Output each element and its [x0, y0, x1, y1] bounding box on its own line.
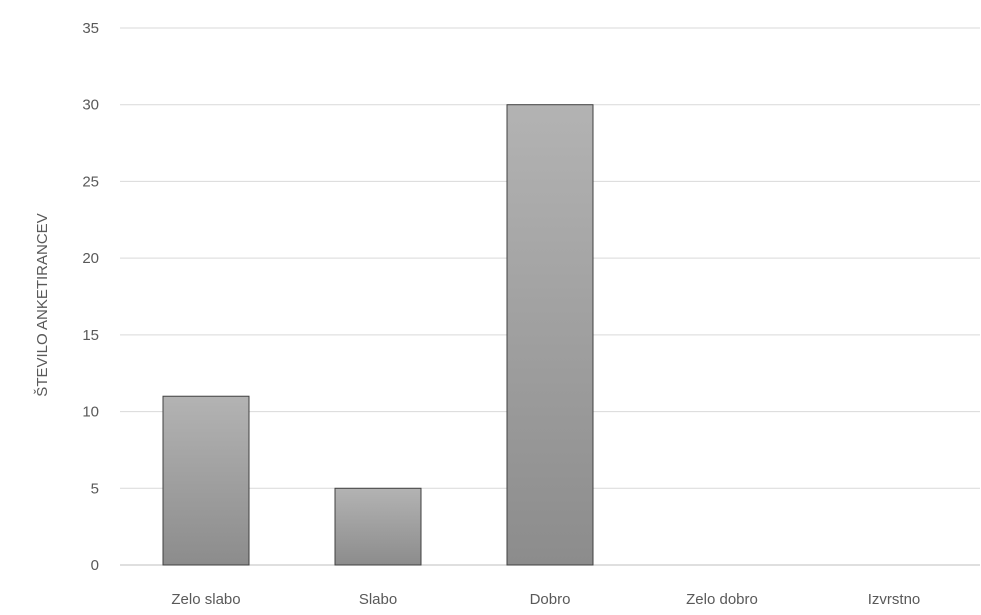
y-axis-ticks: 0 5 10 15 20 25 30 35 — [82, 20, 99, 574]
y-tick-label: 10 — [82, 404, 99, 421]
x-axis-ticks: Zelo slabo Slabo Dobro Zelo dobro Izvrstno — [171, 591, 920, 608]
y-tick-label: 30 — [82, 97, 99, 114]
x-tick-label: Izvrstno — [868, 591, 921, 608]
x-tick-label: Dobro — [530, 591, 571, 608]
bar-zelo-slabo — [162, 395, 250, 566]
y-tick-label: 0 — [91, 557, 99, 574]
y-tick-label: 15 — [82, 327, 99, 344]
bars — [162, 104, 594, 566]
y-tick-label: 5 — [91, 480, 99, 497]
y-tick-label: 25 — [82, 173, 99, 190]
y-tick-label: 20 — [82, 250, 99, 267]
bar-slabo — [334, 487, 422, 566]
y-tick-label: 35 — [82, 20, 99, 37]
y-axis-title: ŠTEVILO ANKETIRANCEV — [34, 213, 51, 396]
x-tick-label: Zelo dobro — [686, 591, 758, 608]
bar-dobro — [506, 104, 594, 566]
x-tick-label: Zelo slabo — [171, 591, 240, 608]
x-tick-label: Slabo — [359, 591, 397, 608]
